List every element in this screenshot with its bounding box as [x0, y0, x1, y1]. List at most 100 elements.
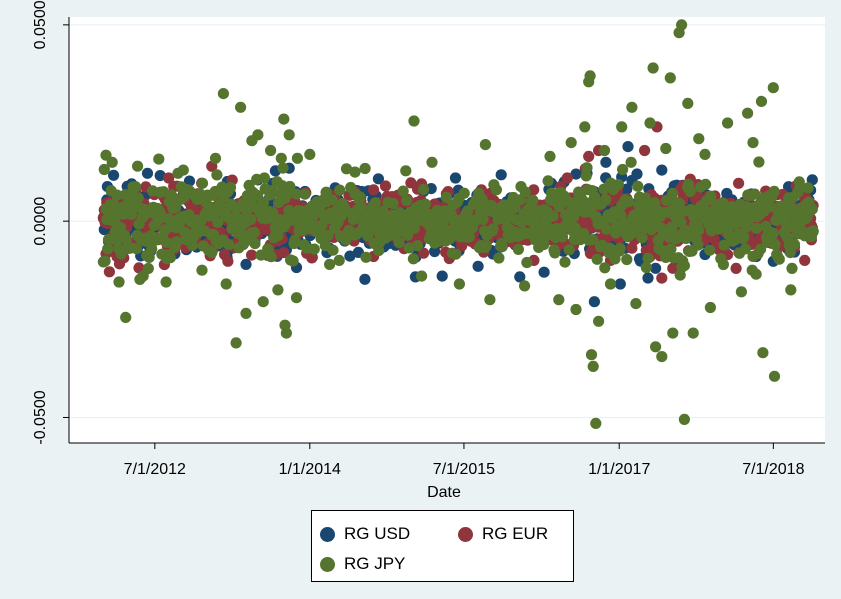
point-rg-jpy [678, 413, 691, 425]
point-rg-usd [588, 296, 601, 308]
point-rg-usd [108, 169, 120, 181]
point-rg-jpy [369, 197, 381, 209]
point-rg-usd [570, 168, 582, 180]
point-rg-usd [614, 278, 626, 290]
point-rg-jpy [272, 230, 284, 242]
point-rg-usd [240, 258, 252, 270]
point-rg-jpy [291, 152, 303, 164]
point-rg-jpy [224, 181, 237, 194]
point-rg-jpy [324, 258, 336, 270]
point-rg-jpy [757, 347, 769, 359]
point-rg-usd [538, 266, 550, 278]
x-tick-label: 1/1/2014 [279, 461, 341, 478]
point-rg-jpy [768, 370, 781, 382]
point-rg-jpy [704, 301, 717, 314]
point-rg-jpy [487, 223, 499, 235]
point-rg-jpy [257, 296, 269, 308]
point-rg-jpy [320, 186, 332, 198]
point-rg-jpy [177, 164, 189, 176]
point-rg-jpy [132, 192, 144, 204]
point-rg-jpy [549, 247, 561, 259]
point-rg-jpy [113, 276, 125, 288]
point-rg-jpy [750, 222, 763, 234]
point-rg-eur [163, 172, 175, 184]
point-rg-jpy [349, 166, 361, 178]
point-rg-jpy [750, 268, 762, 280]
point-rg-eur [528, 184, 540, 196]
point-rg-jpy [693, 224, 705, 236]
point-rg-jpy [108, 198, 120, 211]
point-rg-jpy [359, 162, 371, 175]
point-rg-jpy [333, 254, 345, 266]
point-rg-jpy [579, 121, 591, 133]
point-rg-eur [103, 266, 115, 278]
point-rg-jpy [753, 156, 765, 168]
point-rg-jpy [143, 251, 155, 263]
point-rg-jpy [98, 163, 110, 176]
point-rg-eur [561, 172, 573, 184]
point-rg-jpy [773, 253, 785, 265]
point-rg-jpy [806, 203, 818, 215]
point-rg-usd [650, 262, 662, 274]
axis-ticks: 0.0500 0.0000 -0.0500 7/1/2012 1/1/2014 7/1/2… [32, 0, 805, 478]
point-rg-jpy [322, 229, 334, 242]
point-rg-usd [359, 273, 371, 285]
point-rg-jpy [553, 294, 565, 306]
point-rg-usd [656, 164, 668, 176]
point-rg-jpy [718, 239, 730, 251]
point-rg-jpy [585, 349, 598, 361]
point-rg-jpy [416, 270, 428, 282]
legend-swatch-eur [458, 526, 473, 542]
point-rg-eur [733, 177, 745, 189]
point-rg-jpy [463, 231, 475, 243]
point-rg-jpy [565, 137, 577, 149]
point-rg-jpy [212, 216, 224, 228]
point-rg-usd [600, 156, 612, 168]
point-rg-jpy [249, 238, 261, 250]
point-rg-jpy [165, 189, 177, 201]
point-rg-jpy [496, 240, 508, 253]
point-rg-jpy [248, 226, 260, 239]
point-rg-jpy [665, 243, 677, 255]
point-rg-jpy [742, 107, 754, 119]
legend-swatch-jpy [320, 556, 335, 572]
point-rg-jpy [275, 152, 287, 164]
point-rg-jpy [211, 169, 223, 181]
point-rg-jpy [512, 243, 525, 255]
x-axis-label: Date [427, 484, 461, 501]
point-rg-jpy [676, 19, 688, 31]
point-rg-usd [514, 271, 526, 283]
point-rg-eur [639, 144, 651, 157]
point-rg-jpy [755, 95, 768, 107]
point-rg-jpy [412, 240, 424, 252]
point-rg-jpy [401, 194, 413, 207]
point-rg-jpy [769, 238, 781, 251]
point-rg-jpy [393, 236, 405, 249]
point-rg-jpy [666, 221, 678, 233]
point-rg-jpy [99, 255, 111, 267]
point-rg-jpy [621, 253, 633, 266]
point-rg-jpy [419, 198, 431, 210]
point-rg-jpy [408, 115, 420, 127]
point-rg-usd [472, 260, 484, 272]
point-rg-jpy [308, 243, 320, 255]
point-rg-jpy [102, 243, 114, 255]
data-points [97, 19, 819, 429]
point-rg-jpy [477, 213, 489, 225]
point-rg-jpy [519, 186, 531, 198]
point-rg-eur [246, 249, 258, 261]
legend: RG USD RG EUR RG JPY [311, 510, 574, 582]
point-rg-jpy [479, 139, 491, 151]
point-rg-usd [154, 170, 166, 182]
point-rg-jpy [265, 144, 277, 157]
point-rg-jpy [490, 184, 502, 196]
point-rg-jpy [223, 239, 235, 251]
x-tick-label: 1/1/2017 [588, 461, 650, 478]
point-rg-jpy [682, 97, 694, 109]
point-rg-jpy [614, 242, 626, 254]
point-rg-usd [642, 272, 654, 284]
point-rg-jpy [581, 162, 593, 174]
point-rg-jpy [252, 129, 264, 141]
point-rg-jpy [590, 417, 602, 429]
point-rg-jpy [598, 144, 611, 157]
